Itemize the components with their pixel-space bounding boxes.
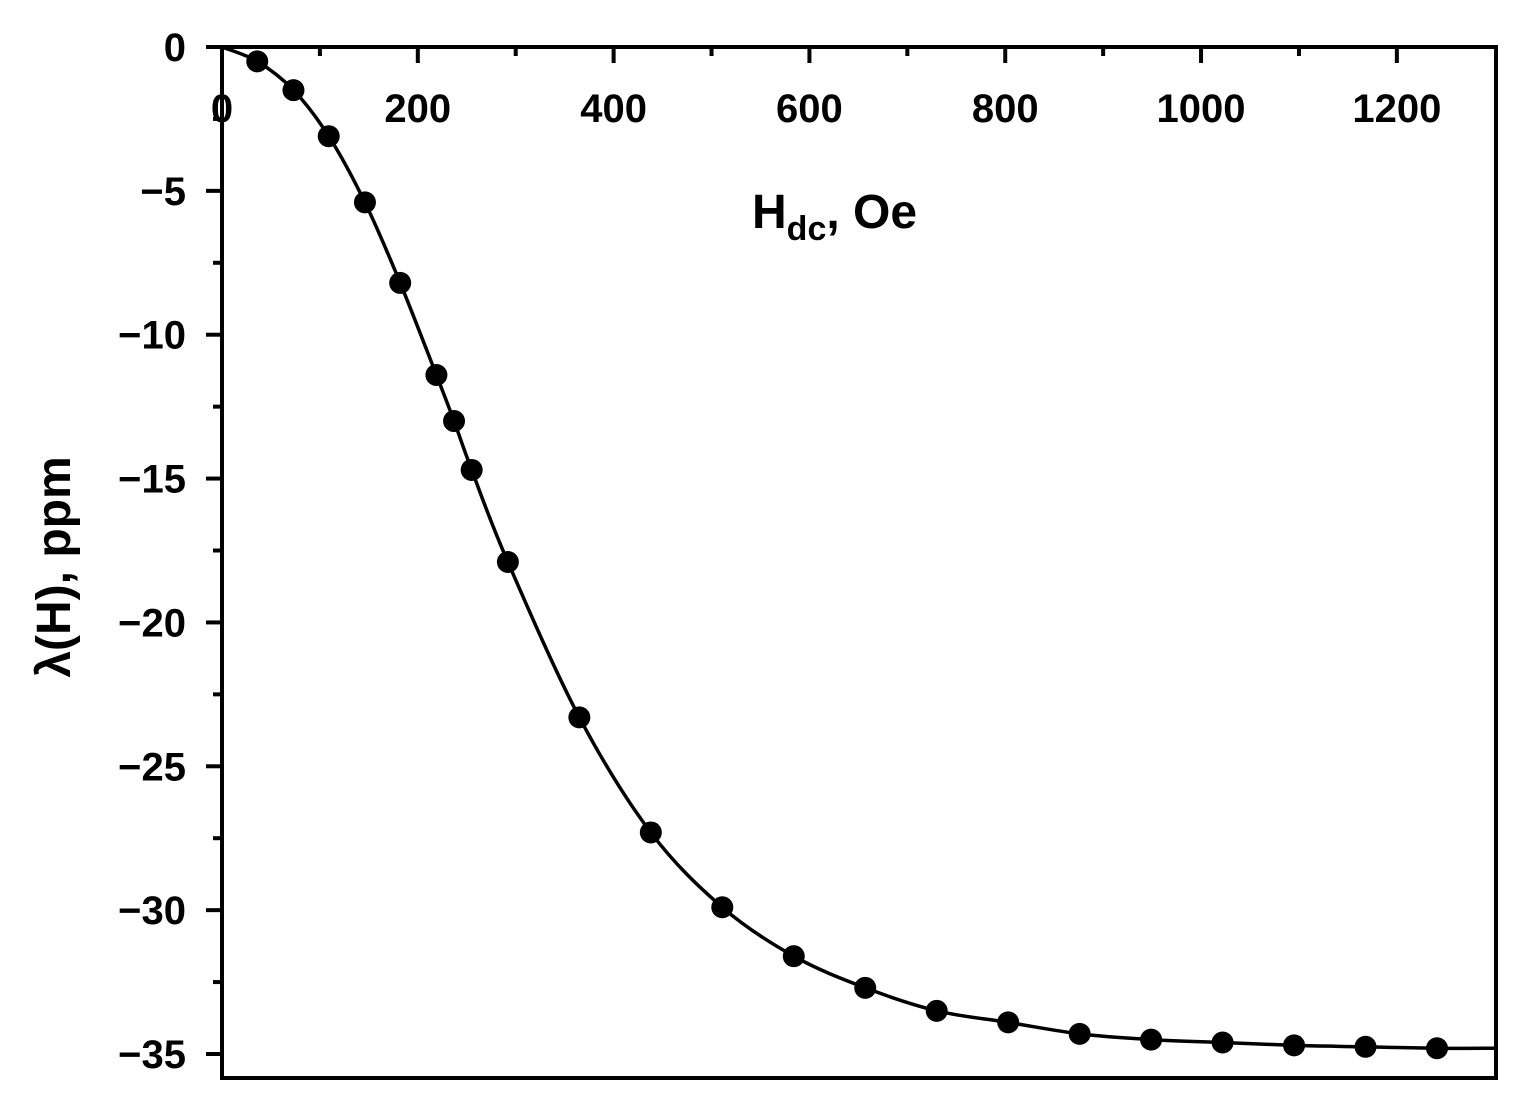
x-tick-label: 1200: [1352, 87, 1441, 131]
data-point: [854, 976, 877, 999]
x-tick-label: 400: [580, 87, 647, 131]
data-point: [782, 945, 805, 968]
data-point: [639, 821, 662, 844]
y-tick-label: −5: [140, 170, 186, 214]
x-tick-label: 200: [384, 87, 451, 131]
data-point: [997, 1011, 1020, 1034]
data-point: [246, 50, 269, 73]
y-tick-label: −10: [118, 314, 186, 358]
x-tick-label: 800: [972, 87, 1039, 131]
series-markers: [246, 50, 1448, 1060]
data-point: [425, 363, 448, 386]
y-tick-label: −15: [118, 458, 186, 502]
data-point: [443, 410, 466, 433]
x-tick-label: 1000: [1157, 87, 1246, 131]
x-axis-title-subscript: dc: [787, 210, 827, 248]
data-point: [460, 458, 483, 481]
data-point: [925, 999, 948, 1022]
y-tick-label: 0: [164, 26, 186, 70]
data-point: [1283, 1034, 1306, 1057]
y-axis-tick-labels: 0 −5 −10 −15 −20 −25 −30 −35: [118, 26, 186, 1077]
y-tick-label: −20: [118, 601, 186, 645]
data-point: [1354, 1035, 1377, 1058]
x-axis-title-main: H: [752, 186, 787, 239]
x-tick-label: 0: [211, 87, 233, 131]
y-axis-ticks: [206, 45, 222, 1056]
data-point: [389, 271, 412, 294]
x-axis-tick-labels: 0 200 400 600 800 1000 1200: [211, 87, 1441, 131]
data-point: [568, 706, 591, 729]
x-tick-label: 600: [776, 87, 843, 131]
y-tick-label: −30: [118, 889, 186, 933]
data-point: [353, 191, 376, 214]
data-point: [1140, 1028, 1163, 1051]
data-point: [282, 79, 305, 102]
data-point: [1426, 1037, 1448, 1060]
data-point: [317, 125, 340, 148]
data-point: [496, 551, 519, 574]
x-axis-ticks: [220, 47, 1399, 63]
x-axis-title-rest: , Oe: [826, 186, 917, 239]
x-axis-title: Hdc, Oe: [752, 186, 917, 248]
data-point: [1211, 1031, 1234, 1054]
plot-frame: [220, 45, 1498, 1080]
data-point: [1068, 1022, 1091, 1045]
data-point: [711, 896, 734, 919]
y-axis-title: λ(H), ppm: [28, 456, 81, 677]
y-tick-label: −25: [118, 745, 186, 789]
y-tick-label: −35: [118, 1033, 186, 1077]
